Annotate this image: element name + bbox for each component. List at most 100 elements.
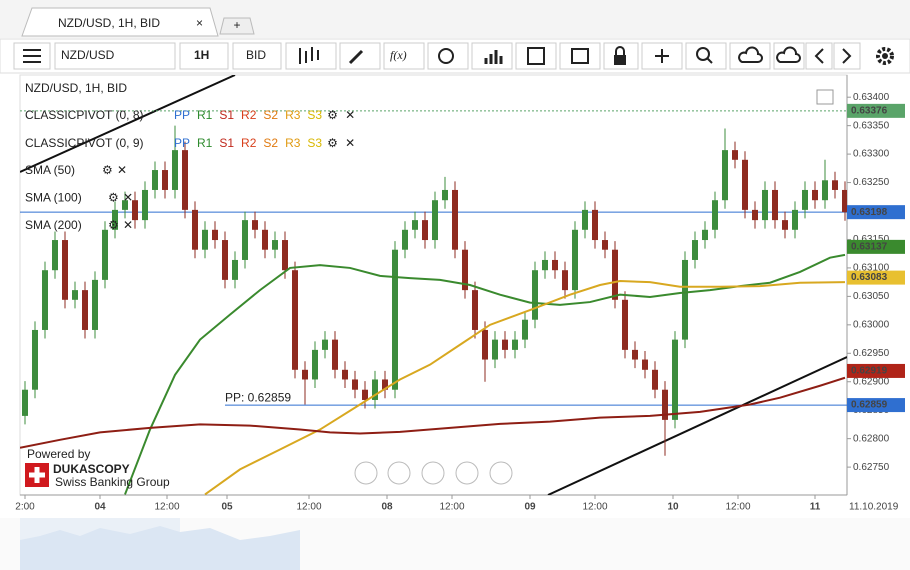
legend-settings: ⚙ xyxy=(327,108,338,122)
period: 1H xyxy=(194,48,209,62)
candle-body xyxy=(622,299,628,350)
tab[interactable] xyxy=(21,7,219,37)
pivot-level: PP xyxy=(174,108,190,122)
menu-button[interactable] xyxy=(13,42,51,70)
candle-body xyxy=(332,339,338,370)
candle-body xyxy=(52,240,58,271)
candle-body xyxy=(262,229,268,250)
add-tab[interactable] xyxy=(219,17,255,35)
legend-remove: ✕ xyxy=(345,108,355,122)
pivot-level: S1 xyxy=(219,136,234,150)
candle-body xyxy=(492,339,498,360)
side-select[interactable] xyxy=(232,42,282,70)
indicator-button[interactable] xyxy=(383,42,425,70)
price-badge-label: 0.62859 xyxy=(851,400,888,411)
trend-line[interactable] xyxy=(20,75,236,173)
x-tick-label: 2:00 xyxy=(15,502,35,513)
candle-body xyxy=(612,249,618,300)
candle-body xyxy=(72,290,78,300)
candle-body xyxy=(672,339,678,420)
candle-body xyxy=(142,189,148,221)
candle-body xyxy=(482,329,488,360)
candle-body xyxy=(42,270,48,330)
pivot-level: R2 xyxy=(241,136,257,150)
y-tick-label: 0.62950 xyxy=(853,348,890,359)
candle-body xyxy=(652,369,658,390)
candle-body xyxy=(472,290,478,330)
candle-body xyxy=(242,220,248,260)
x-tick-label: 12:00 xyxy=(439,502,464,513)
draw-button[interactable] xyxy=(339,42,381,70)
pivot-name: CLASSICPIVOT (0, 9) xyxy=(25,136,143,150)
candle-body xyxy=(422,220,428,241)
candle-body xyxy=(842,189,847,213)
x-tick-label: 04 xyxy=(94,502,106,513)
period-select[interactable] xyxy=(179,42,229,70)
pivot-level: R2 xyxy=(241,108,257,122)
x-tick-label: 11 xyxy=(810,502,821,513)
candle-body xyxy=(772,189,778,221)
candle-body xyxy=(702,229,708,241)
next-button[interactable] xyxy=(833,42,861,70)
pivot-label: PP: 0.62859 xyxy=(225,390,291,404)
candle-body xyxy=(252,220,258,230)
candle-body xyxy=(122,200,128,210)
x-tick-label: 09 xyxy=(524,502,536,513)
candle-body xyxy=(462,249,468,291)
volume-button[interactable] xyxy=(471,42,513,70)
candle-body xyxy=(112,209,118,230)
candle-body xyxy=(782,220,788,230)
candle-body xyxy=(572,229,578,291)
candle-body xyxy=(792,209,798,230)
candle-body xyxy=(642,359,648,370)
candle-body xyxy=(192,209,198,250)
candle-body xyxy=(732,150,738,160)
lock-button[interactable] xyxy=(603,42,639,70)
download-button[interactable] xyxy=(773,42,805,70)
tab-close[interactable]: × xyxy=(196,16,203,30)
info-button[interactable] xyxy=(427,42,469,70)
y-tick-label: 0.63350 xyxy=(853,120,890,131)
calendar-button[interactable] xyxy=(515,42,557,70)
candle-body xyxy=(222,240,228,280)
crosshair-button[interactable] xyxy=(641,42,683,70)
legend-remove: ✕ xyxy=(123,218,133,232)
candle-body xyxy=(202,229,208,250)
prev-button[interactable] xyxy=(805,42,833,70)
add-tab-label: + xyxy=(233,18,240,32)
candle-body xyxy=(372,379,378,400)
pivot-level: R3 xyxy=(285,136,301,150)
pivot-level: PP xyxy=(174,136,190,150)
candle-body xyxy=(592,209,598,241)
x-tick-label: 12:00 xyxy=(154,502,179,513)
chart-type-button[interactable] xyxy=(285,42,337,70)
zoom-button[interactable] xyxy=(685,42,727,70)
maximize-icon[interactable] xyxy=(816,89,834,105)
candle-body xyxy=(532,270,538,320)
candle-body xyxy=(582,209,588,230)
upload-button[interactable] xyxy=(729,42,771,70)
trend-line[interactable] xyxy=(547,356,847,495)
y-tick-label: 0.63400 xyxy=(853,92,890,103)
pivot-name: CLASSICPIVOT (0, 8) xyxy=(25,108,143,122)
candle-body xyxy=(172,150,178,190)
legend-remove: ✕ xyxy=(117,163,127,177)
candle-body xyxy=(802,189,808,210)
candle-body xyxy=(272,240,278,250)
instrument-select[interactable] xyxy=(54,42,176,70)
candle-body xyxy=(812,189,818,201)
settings-button[interactable] xyxy=(876,47,894,65)
pivot-level: S2 xyxy=(263,108,278,122)
brand-sub: Swiss Banking Group xyxy=(55,475,170,489)
chart-nav[interactable] xyxy=(354,461,513,485)
indicator-label: f(x) xyxy=(390,48,407,62)
price-badge-label: 0.63376 xyxy=(851,105,888,116)
candle-body xyxy=(32,329,38,390)
pivot-level: R1 xyxy=(197,108,213,122)
y-tick-label: 0.63300 xyxy=(853,149,890,160)
y-tick-label: 0.63000 xyxy=(853,319,890,330)
report-button[interactable] xyxy=(559,42,601,70)
price-badge xyxy=(847,239,905,254)
candle-body xyxy=(282,240,288,271)
